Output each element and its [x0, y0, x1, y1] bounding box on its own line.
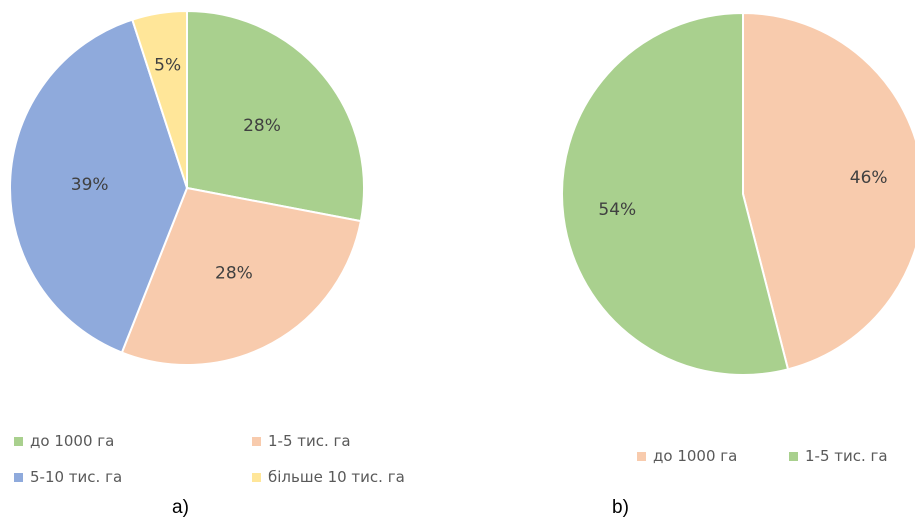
legend-a-swatch-3 [252, 472, 261, 482]
legend-b-item-1: 1-5 тис. га [789, 447, 888, 465]
pie-chart-a: 28% 28% 39% 5% [9, 9, 365, 366]
pie-b-slice-1 [561, 11, 790, 376]
pie-a-slice-label-1: 28% [215, 263, 253, 283]
legend-a-label-0: до 1000 га [30, 432, 115, 450]
pie-b-slice-label-0: 46% [850, 168, 888, 188]
legend-b-swatch-1 [789, 451, 798, 461]
caption-b: b) [612, 497, 629, 518]
legend-a-label-3: більше 10 тис. га [268, 468, 405, 486]
pie-a-slice-label-0: 28% [243, 116, 281, 136]
pie-b-slice-0 [742, 11, 915, 371]
legend-b-label-1: 1-5 тис. га [805, 447, 888, 465]
legend-a-item-0: до 1000 га [14, 432, 114, 450]
legend-a-label-1: 1-5 тис. га [268, 432, 351, 450]
legend-a-item-2: 5-10 тис. га [14, 468, 122, 486]
legend-b-label-0: до 1000 га [653, 447, 738, 465]
pie-a-slice-label-3: 5% [154, 56, 181, 76]
legend-a-swatch-0 [14, 436, 23, 446]
legend-a-swatch-2 [14, 472, 23, 482]
legend-a-item-1: 1-5 тис. га [252, 432, 351, 450]
caption-a: a) [172, 497, 189, 518]
legend-b-item-0: до 1000 га [637, 447, 737, 465]
legend-a-label-2: 5-10 тис. га [30, 468, 123, 486]
pie-a-slice-0 [186, 9, 365, 223]
pie-a-slice-3 [131, 9, 188, 189]
pie-a-slice-label-2: 39% [71, 175, 109, 195]
pie-chart-b: 46% 54% [561, 11, 915, 376]
legend-a-item-3: більше 10 тис. га [252, 468, 405, 486]
legend-b-swatch-0 [637, 451, 646, 461]
pie-a-slice-1 [120, 186, 363, 366]
pie-a-slice-2 [9, 18, 189, 354]
legend-a-swatch-1 [252, 436, 261, 446]
pie-b-slice-label-1: 54% [598, 200, 636, 220]
